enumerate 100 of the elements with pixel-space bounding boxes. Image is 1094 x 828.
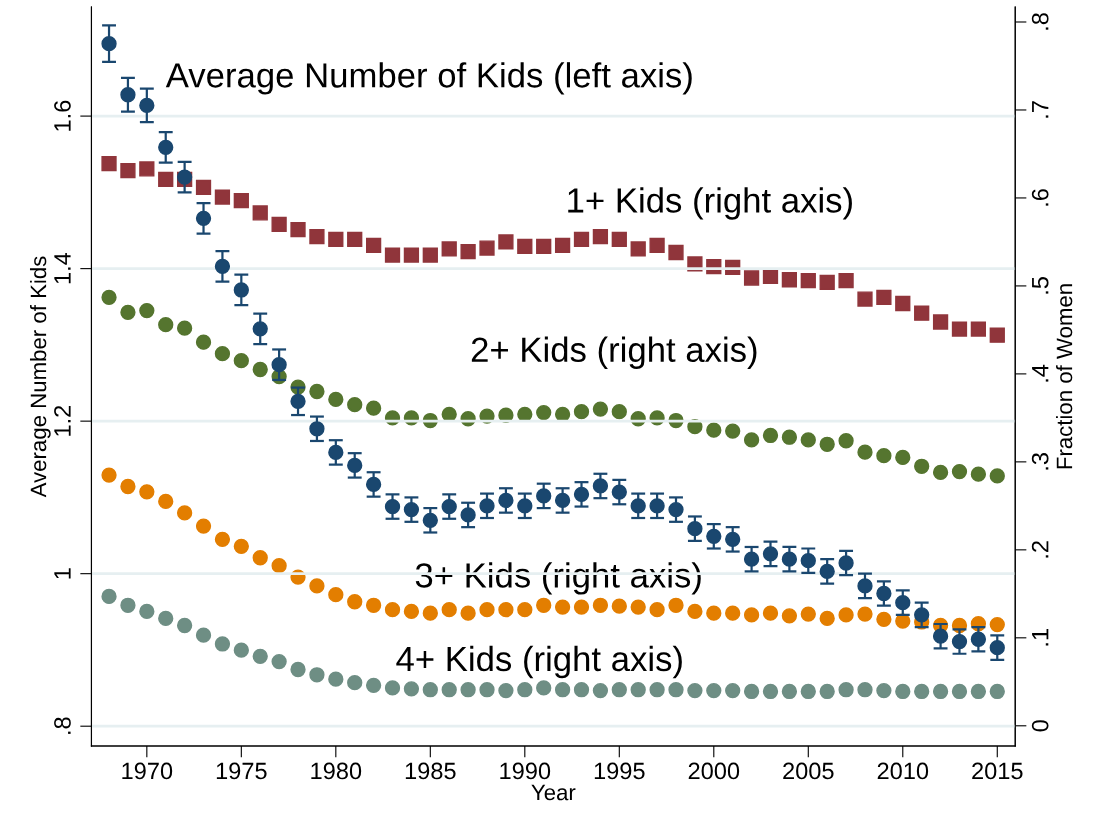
point [460, 682, 476, 698]
point [309, 667, 325, 683]
point [970, 683, 987, 700]
point [914, 305, 930, 321]
point [365, 677, 382, 693]
point [517, 498, 533, 514]
point [233, 642, 249, 658]
point [328, 444, 344, 461]
point [214, 258, 231, 274]
point [271, 216, 287, 232]
point [120, 163, 136, 179]
point [347, 675, 363, 691]
point [120, 478, 136, 495]
x-axis-title: Year [531, 784, 576, 801]
point [592, 597, 609, 613]
point [195, 334, 212, 350]
point [479, 498, 495, 514]
point [158, 610, 174, 627]
point [271, 357, 287, 373]
y2-tick-label: .3 [1031, 453, 1049, 470]
point [932, 314, 949, 330]
point [838, 682, 854, 698]
point [365, 237, 382, 254]
point [460, 243, 476, 260]
point [347, 397, 363, 413]
x-tick-label: 1970 [122, 762, 173, 780]
point [101, 155, 117, 172]
point [611, 598, 627, 614]
point [536, 597, 552, 613]
point [725, 531, 741, 547]
point [233, 282, 249, 298]
point [743, 683, 760, 700]
point [743, 270, 760, 286]
point [989, 683, 1005, 700]
point [970, 631, 987, 647]
point [573, 486, 590, 502]
point [101, 289, 117, 305]
point [838, 273, 854, 289]
point [554, 492, 571, 509]
point [384, 602, 401, 618]
y2-tick-label: .1 [1032, 629, 1049, 646]
point [233, 192, 249, 209]
point [365, 597, 382, 613]
point [876, 448, 892, 464]
y2-tick-label: .2 [1031, 541, 1049, 558]
x-tick-label: 1975 [216, 762, 267, 780]
point [895, 595, 911, 611]
point [460, 507, 476, 523]
point [857, 682, 873, 698]
series-label: 2+ Kids (right axis) [471, 336, 757, 369]
point [271, 653, 287, 670]
point [970, 321, 987, 337]
x-tick-label: 2015 [972, 762, 1023, 780]
point [233, 538, 249, 554]
point [139, 484, 155, 500]
point [422, 605, 438, 621]
point [347, 457, 363, 474]
point [139, 302, 155, 319]
point [328, 391, 344, 408]
point [573, 599, 590, 615]
point [725, 682, 741, 699]
point [365, 400, 382, 416]
point [838, 607, 854, 623]
point [781, 429, 798, 445]
point [876, 682, 892, 699]
point [158, 316, 174, 333]
point [517, 682, 533, 698]
point [252, 321, 268, 337]
point [101, 588, 117, 605]
x-tick-label: 2000 [688, 762, 740, 780]
point [649, 498, 665, 514]
point [214, 531, 231, 547]
point [120, 304, 136, 320]
point [158, 493, 174, 510]
point [101, 467, 117, 483]
y2-tick-label: .7 [1032, 101, 1049, 118]
point [914, 458, 930, 474]
point [857, 291, 873, 307]
point [668, 682, 684, 698]
point [592, 401, 609, 417]
point [176, 505, 193, 521]
point [554, 682, 571, 698]
point [706, 605, 722, 621]
point [252, 361, 268, 378]
x-tick-label: 1990 [500, 762, 551, 780]
x-tick-label: 1995 [594, 762, 645, 780]
y2-tick-label: .8 [1031, 13, 1049, 30]
point [649, 237, 665, 254]
point [120, 597, 136, 613]
point [347, 594, 363, 610]
point [252, 550, 268, 566]
point [857, 606, 873, 622]
point [743, 607, 760, 623]
point [139, 161, 155, 177]
point [725, 423, 741, 439]
point [857, 578, 873, 594]
point [781, 551, 798, 567]
point [895, 683, 911, 700]
point [819, 683, 835, 700]
point [706, 422, 722, 438]
